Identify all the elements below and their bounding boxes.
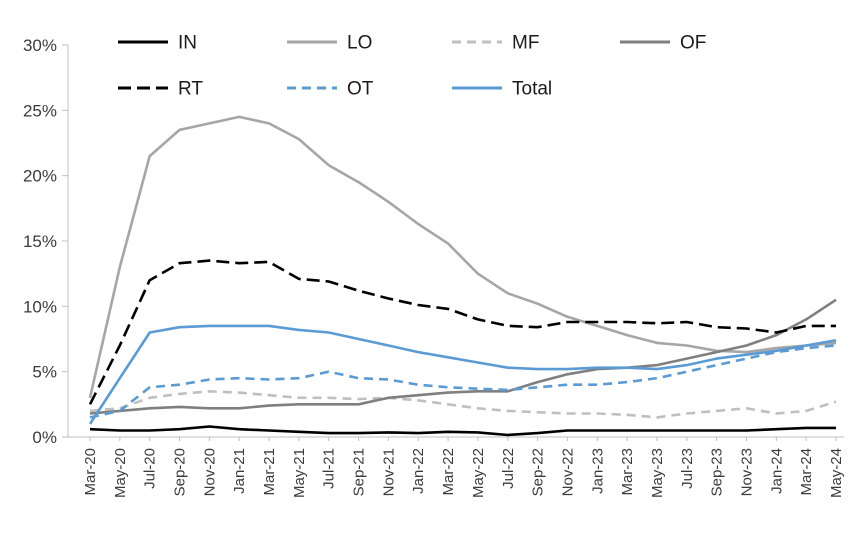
x-tick-label: Jan-24 [768,448,785,494]
x-tick-label: Jan-23 [589,448,606,494]
x-tick-label: May-22 [470,448,487,498]
x-tick-label: Sep-21 [351,448,368,496]
x-tick-label: Nov-23 [738,448,755,496]
x-tick-label: Jan-21 [231,448,248,494]
x-tick-label: Nov-21 [380,448,397,496]
legend-label-Total: Total [512,79,552,100]
x-tick-label: May-21 [291,448,308,498]
x-tick-label: Nov-22 [559,448,576,496]
x-tick-label: May-24 [828,448,845,498]
x-tick-label: Mar-21 [261,448,278,496]
x-tick-label: Jan-22 [410,448,427,494]
legend-label-OT: OT [347,79,374,100]
legend-label-LO: LO [347,33,372,54]
y-tick-label: 20% [23,167,57,186]
x-tick-label: Jul-20 [142,448,159,489]
y-tick-label: 15% [23,232,57,251]
series-line-Total [88,324,837,425]
x-tick-label: May-23 [649,448,666,498]
x-tick-label: Jul-22 [500,448,517,489]
x-tick-label: Jul-23 [679,448,696,489]
x-tick-label: Mar-22 [440,448,457,496]
x-tick-label: Mar-23 [619,448,636,496]
series-line-RT [88,259,836,405]
series-line-OF [89,298,837,415]
y-tick-label: 0% [32,428,57,447]
x-tick-label: Nov-20 [201,448,218,496]
y-tick-label: 5% [32,363,57,382]
x-tick-label: Sep-20 [172,448,189,496]
legend-label-RT: RT [178,79,203,100]
x-tick-label: Jul-21 [321,448,338,489]
series-line-OT [89,344,837,419]
legend-label-IN: IN [178,33,197,54]
legend-label-MF: MF [512,33,539,54]
series-line-MF [89,389,837,419]
x-tick-label: Sep-23 [709,448,726,496]
x-tick-label: May-20 [112,448,129,498]
x-tick-label: Mar-20 [82,448,99,496]
x-tick-label: Sep-22 [530,448,547,496]
x-tick-label: Mar-24 [798,448,815,496]
y-tick-label: 10% [23,297,57,316]
y-tick-label: 25% [23,101,57,120]
series-line-LO [88,115,837,399]
series-line-IN [89,425,836,437]
legend-label-OF: OF [680,33,706,54]
y-tick-label: 30% [23,36,57,55]
